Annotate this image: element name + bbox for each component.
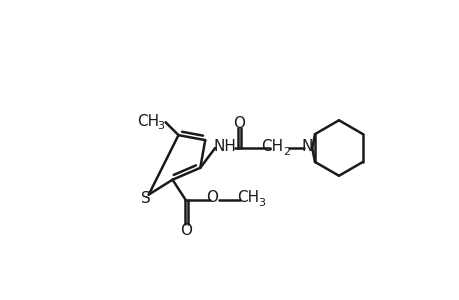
Text: 3: 3 [157, 121, 164, 131]
Text: S: S [140, 191, 151, 206]
Text: O: O [180, 223, 192, 238]
Text: CH: CH [261, 139, 283, 154]
Text: O: O [232, 116, 244, 131]
Text: 3: 3 [257, 199, 265, 208]
Text: CH: CH [136, 114, 158, 129]
Text: O: O [206, 190, 218, 205]
Text: NH: NH [213, 139, 236, 154]
Text: 2: 2 [282, 147, 290, 157]
Text: N: N [301, 139, 312, 154]
Text: CH: CH [236, 190, 258, 205]
